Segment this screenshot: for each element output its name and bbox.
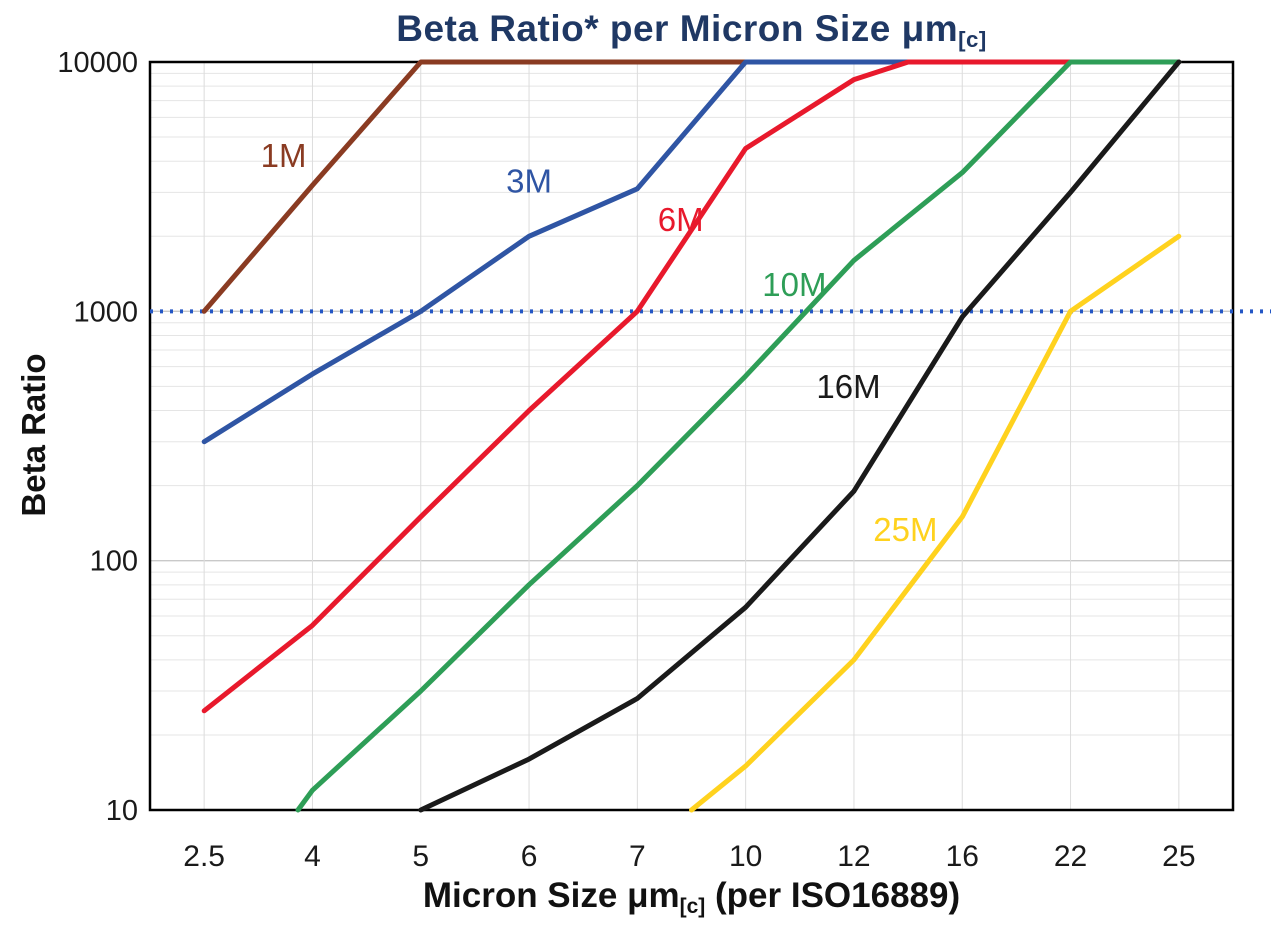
- series-line-6M: [201, 59, 1182, 714]
- x-tick-label: 6: [521, 840, 538, 873]
- x-tick-label: 16: [946, 840, 979, 873]
- series-label-16M: 16M: [816, 368, 880, 405]
- chart-title-subscript: [c]: [958, 27, 987, 53]
- x-axis-label-suffix: (per ISO16889): [705, 876, 961, 915]
- x-tick-label: 12: [837, 840, 870, 873]
- x-tick-label: 25: [1162, 840, 1195, 873]
- y-tick-label: 10000: [57, 47, 138, 79]
- series-label-6M: 6M: [658, 201, 704, 238]
- y-tick-label: 100: [90, 546, 138, 578]
- series-label-25M: 25M: [873, 511, 937, 548]
- series-line-25M: [689, 233, 1182, 813]
- series-label-1M: 1M: [261, 137, 307, 174]
- series-line-1M: [201, 59, 749, 314]
- x-axis-label-subscript: [c]: [679, 894, 706, 918]
- series-line-3M: [201, 59, 1182, 445]
- chart-title-text: Beta Ratio* per Micron Size μm: [396, 8, 959, 49]
- chart-title: Beta Ratio* per Micron Size μm[c]: [150, 8, 1233, 53]
- x-tick-label: 22: [1054, 840, 1087, 873]
- y-tick-label: 10: [106, 795, 138, 827]
- x-axis-label-text: Micron Size μm: [422, 876, 680, 915]
- y-axis-label-text: Beta Ratio: [15, 353, 52, 517]
- x-axis-label: Micron Size μm[c] (per ISO16889): [150, 876, 1233, 919]
- x-tick-label: 10: [729, 840, 762, 873]
- series-label-3M: 3M: [506, 162, 552, 199]
- y-axis-label: Beta Ratio: [15, 353, 53, 516]
- series-line-16M: [418, 59, 1182, 813]
- x-tick-label: 4: [304, 840, 321, 873]
- x-tick-label: 2.5: [183, 840, 225, 873]
- x-tick-label: 7: [629, 840, 646, 873]
- series-line-10M: [295, 59, 1182, 813]
- y-tick-label: 1000: [73, 296, 138, 328]
- series-label-10M: 10M: [762, 266, 826, 303]
- x-tick-label: 5: [412, 840, 429, 873]
